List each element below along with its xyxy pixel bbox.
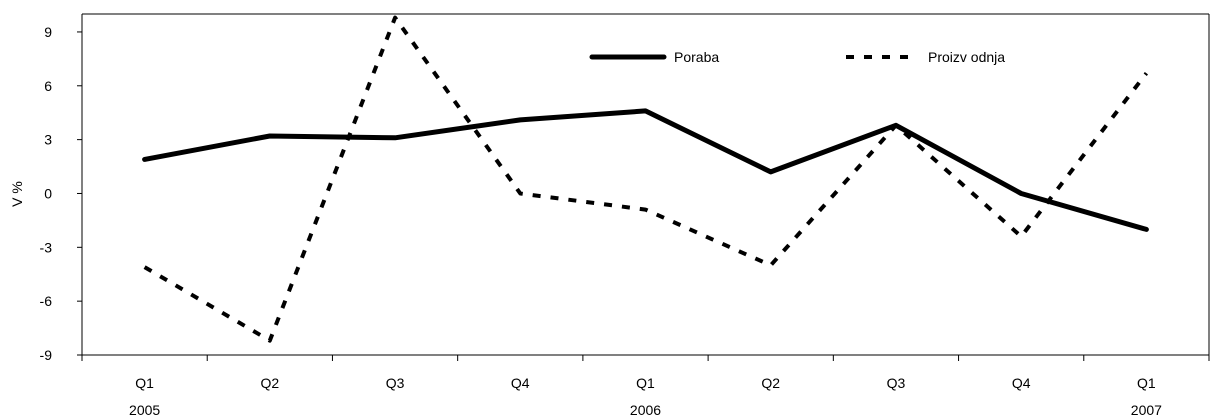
y-tick-label: 3 [44,132,52,148]
x-year-label: 2007 [1131,402,1162,418]
legend: Poraba Proizv odnja [589,49,1005,65]
y-tick-label: 9 [44,24,52,40]
y-tick-label: 6 [44,78,52,94]
x-year-label: 2005 [129,402,160,418]
y-tick-label: -9 [40,347,53,363]
y-tick-label: 0 [44,185,52,201]
y-tick-label: -6 [40,293,53,309]
x-tick-label: Q4 [511,375,530,391]
series-group [142,15,1149,343]
x-tick-label: Q4 [1012,375,1031,391]
data-point [1019,235,1023,239]
y-axis-title: V % [9,181,25,207]
x-tick-label: Q3 [386,375,405,391]
series-line-poraba [142,108,1149,232]
axes [81,13,1210,356]
y-axis-ticks: 9 6 3 0 -3 -6 -9 [40,24,82,363]
x-tick-label: Q2 [260,375,279,391]
x-tick-label: Q2 [761,375,780,391]
series-line-proizvodnja [143,15,1148,343]
x-tick-label: Q1 [135,375,154,391]
y-tick-label: -3 [40,239,53,255]
x-tick-label: Q1 [1137,375,1156,391]
x-tick-label: Q1 [636,375,655,391]
x-axis-ticks: Q1 2005 Q2 Q3 Q4 Q1 2006 Q2 Q3 Q4 Q1 2007 [81,355,1210,418]
legend-label: Poraba [674,49,719,65]
x-tick-label: Q3 [887,375,906,391]
legend-label: Proizv odnja [928,49,1005,65]
x-year-label: 2006 [630,402,661,418]
